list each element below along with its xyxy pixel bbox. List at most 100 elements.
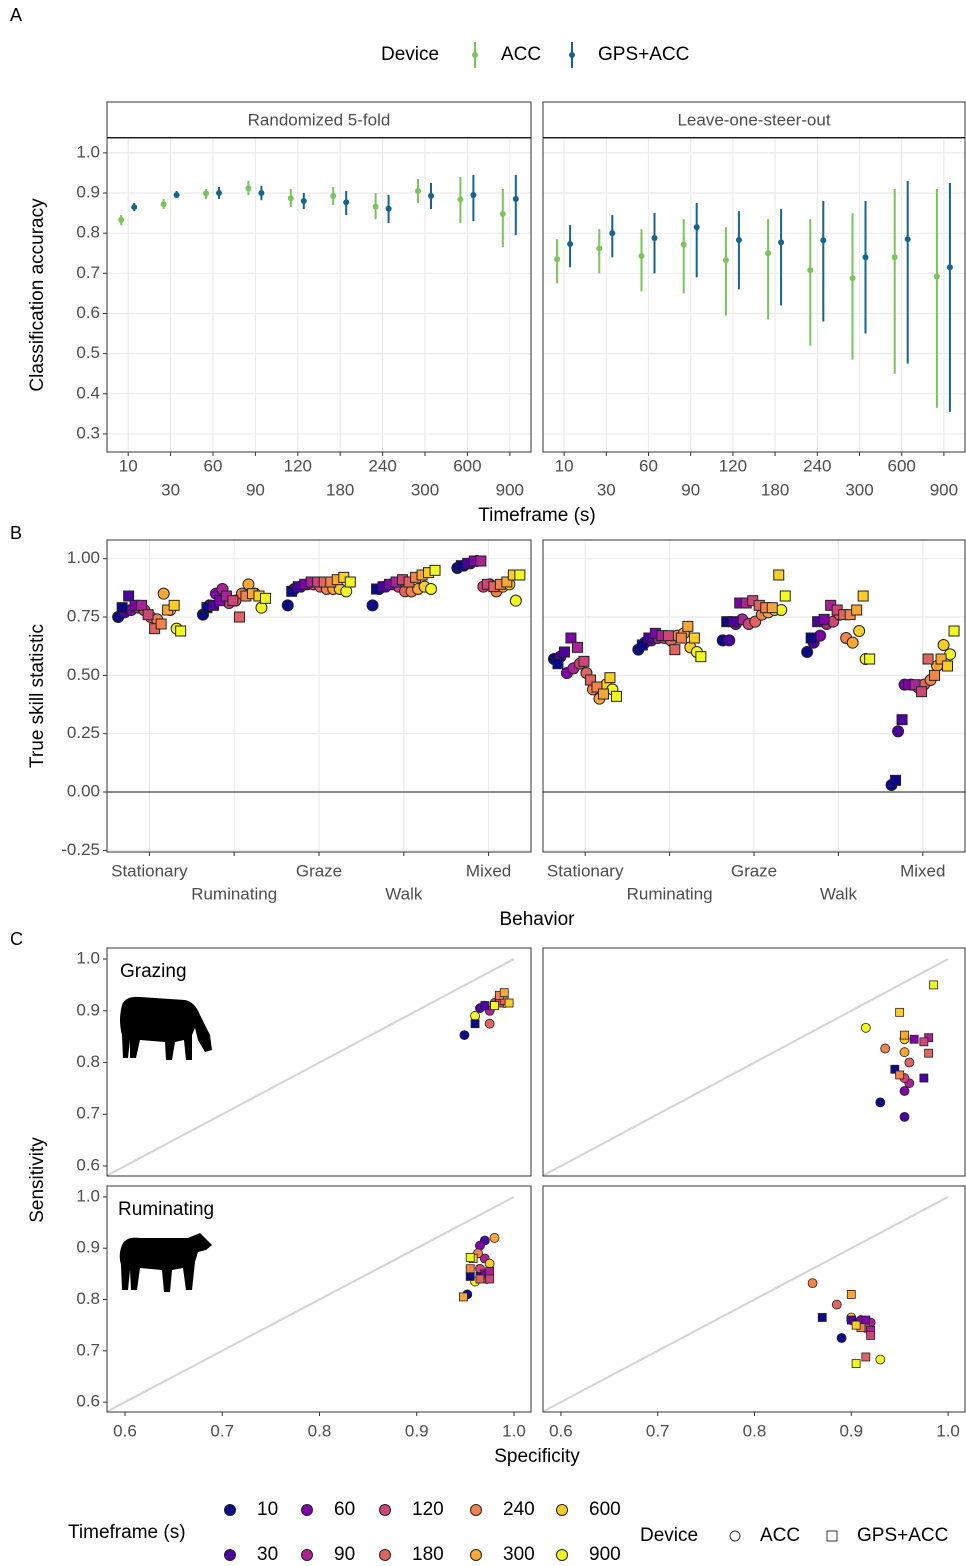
point [567, 241, 574, 248]
legend-swatch [556, 1549, 568, 1561]
legend-label: 90 [334, 1544, 355, 1565]
legend-swatch [379, 1549, 391, 1561]
identity-line [542, 958, 949, 1177]
point [890, 1064, 900, 1074]
point [937, 639, 950, 652]
x-tick-label: 180 [326, 480, 354, 499]
point [475, 555, 487, 567]
panel-border [106, 947, 532, 1177]
identity-line [542, 1196, 949, 1413]
point [773, 569, 785, 581]
point [233, 611, 245, 623]
legend-swatch [826, 1530, 838, 1542]
y-axis-title: True skill statistic [27, 624, 48, 768]
point [142, 609, 154, 621]
point [610, 690, 622, 702]
point [846, 1315, 856, 1325]
point [875, 1097, 886, 1108]
point [722, 257, 729, 264]
y-tick-label: 0.8 [76, 223, 100, 242]
point [123, 590, 135, 602]
point [805, 632, 817, 644]
x-axis-title: Timeframe (s) [478, 505, 596, 526]
point [604, 672, 616, 684]
x-tick-label: 600 [888, 456, 916, 475]
point [636, 639, 648, 651]
point [864, 653, 876, 665]
x-tick-label: 1.0 [936, 1421, 960, 1440]
x-tick-label: 10 [119, 456, 138, 475]
point [817, 1313, 827, 1322]
x-tick-label: Graze [296, 861, 342, 880]
y-tick-label: 0.3 [76, 423, 100, 442]
point [578, 655, 590, 667]
x-tick-label: 90 [246, 480, 265, 499]
y-tick-label: 0.5 [76, 343, 100, 362]
point [554, 256, 561, 263]
point [227, 595, 239, 607]
point [935, 653, 947, 665]
point [662, 630, 674, 642]
point [801, 646, 814, 659]
point [596, 245, 603, 252]
point [851, 1320, 861, 1330]
point [344, 576, 356, 588]
point [723, 634, 736, 647]
y-tick-label: 0.9 [76, 1238, 100, 1257]
x-tick-label: 900 [930, 480, 958, 499]
strip [106, 101, 532, 139]
point [131, 204, 138, 211]
x-tick-label: 60 [204, 456, 223, 475]
legend-label: GPS+ACC [857, 1525, 948, 1546]
point [597, 688, 609, 700]
x-tick-label: 30 [597, 480, 616, 499]
point [470, 1011, 480, 1021]
point [512, 196, 519, 203]
point [470, 1019, 480, 1029]
panel-border [542, 947, 966, 1177]
point [565, 632, 577, 644]
point [682, 620, 694, 632]
x-axis-title: Behavior [500, 909, 576, 930]
point [899, 1086, 910, 1096]
point [779, 590, 791, 602]
x-tick-label: Stationary [111, 861, 188, 880]
y-tick-label: 0.7 [76, 1104, 100, 1123]
panel-border [542, 137, 966, 453]
point [922, 653, 934, 665]
point [942, 660, 954, 672]
x-tick-label: 600 [453, 456, 481, 475]
legend-label: 180 [412, 1544, 444, 1565]
point [820, 237, 827, 244]
y-tick-label: 1.0 [76, 949, 100, 968]
point [849, 275, 856, 282]
point [933, 273, 940, 280]
point [693, 224, 700, 231]
y-tick-label: 0.6 [76, 303, 100, 322]
point [895, 1007, 905, 1017]
point [860, 1022, 871, 1033]
x-tick-label: 0.6 [113, 1421, 137, 1440]
point [429, 564, 441, 576]
point [584, 674, 596, 686]
x-tick-label: Mixed [466, 861, 511, 880]
point [807, 267, 814, 274]
y-tick-label: 0.8 [76, 1289, 100, 1308]
point [896, 714, 908, 726]
point [484, 1018, 495, 1029]
x-tick-label: 0.9 [405, 1421, 429, 1440]
legend-label: 120 [412, 1499, 444, 1520]
point [591, 681, 603, 693]
point [484, 1258, 495, 1269]
point [688, 632, 700, 644]
y-tick-label: 0.75 [67, 606, 100, 625]
point [490, 1001, 499, 1010]
x-tick-label: 300 [845, 480, 873, 499]
point [899, 1111, 910, 1122]
point [245, 185, 252, 192]
point [807, 1278, 818, 1288]
point [892, 725, 905, 738]
point [766, 602, 778, 614]
y-tick-label: 1.00 [67, 548, 100, 567]
panel-border [106, 137, 532, 453]
